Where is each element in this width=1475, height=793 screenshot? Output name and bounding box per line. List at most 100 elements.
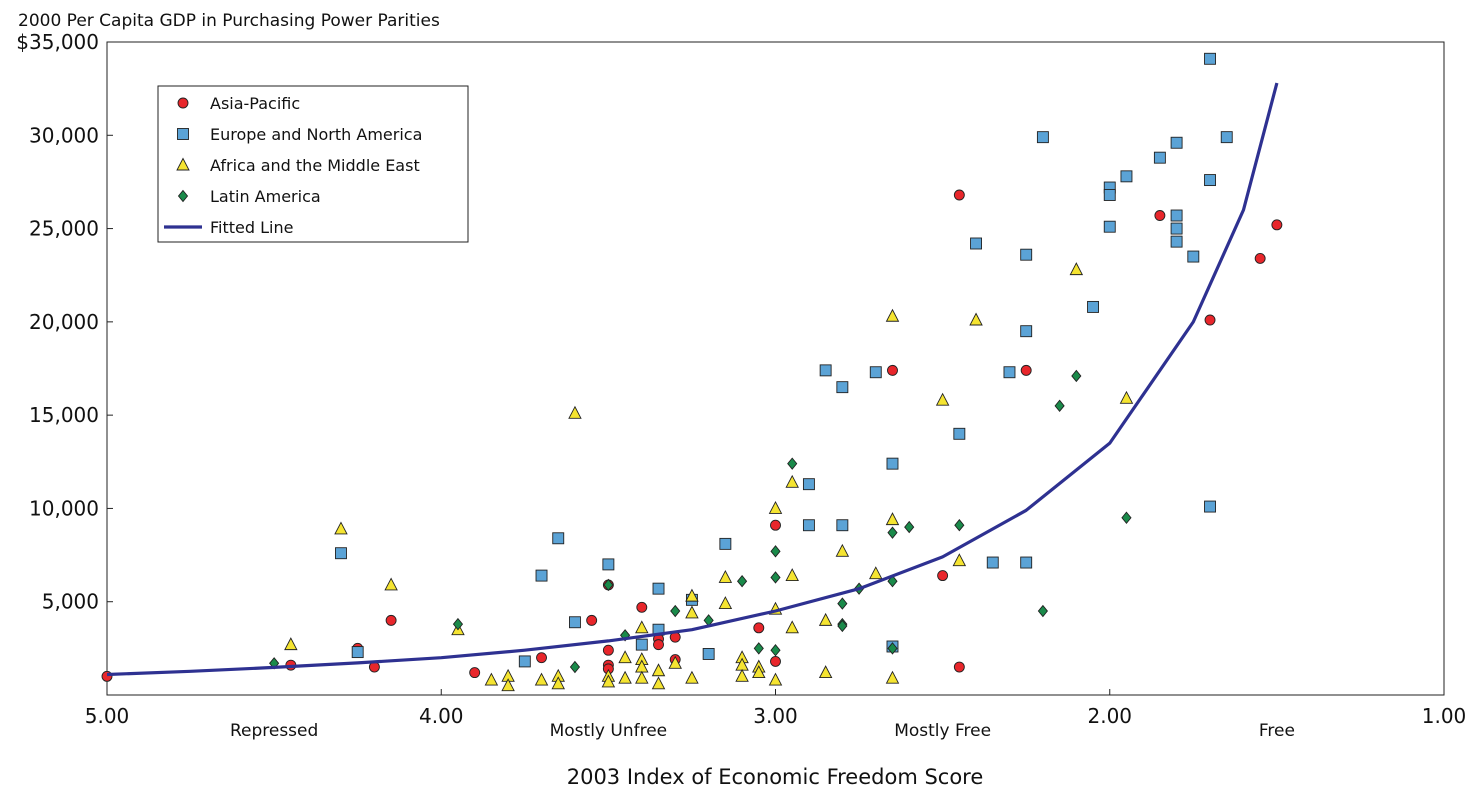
africa-and-the-middle-east-point bbox=[601, 674, 616, 688]
x-tick-label: 1.00 bbox=[1422, 704, 1467, 728]
asia-pacific-point bbox=[385, 614, 397, 626]
legend-asia-pacific-swatch bbox=[177, 97, 189, 109]
y-tick-label: 20,000 bbox=[29, 310, 99, 334]
europe-and-north-america-point bbox=[1003, 366, 1016, 379]
latin-america-point bbox=[837, 619, 848, 633]
africa-and-the-middle-east-point bbox=[568, 405, 582, 419]
y-tick-label: 5,000 bbox=[42, 590, 99, 614]
freedom-category-labels: Repressed Mostly Unfree Mostly Free Free bbox=[230, 721, 1295, 741]
africa-and-the-middle-east-point bbox=[651, 663, 666, 677]
africa-and-the-middle-east-point bbox=[785, 474, 799, 488]
x-tick-label: 3.00 bbox=[753, 704, 798, 728]
africa-and-the-middle-east-point bbox=[534, 672, 549, 686]
europe-and-north-america-point bbox=[1170, 136, 1183, 149]
africa-and-the-middle-east-point bbox=[935, 392, 950, 406]
africa-and-the-middle-east-point bbox=[768, 500, 783, 514]
asia-pacific-point bbox=[953, 661, 965, 673]
y-tick-label: 30,000 bbox=[29, 123, 99, 147]
africa-and-the-middle-east-point bbox=[785, 568, 799, 582]
africa-and-the-middle-east-point bbox=[685, 588, 699, 602]
legend-box bbox=[157, 85, 469, 243]
africa-and-the-middle-east-point bbox=[735, 668, 749, 682]
africa-and-the-middle-east-point bbox=[685, 670, 699, 684]
africa-and-the-middle-east-point bbox=[869, 566, 883, 580]
europe-and-north-america-point bbox=[1204, 500, 1216, 513]
africa-and-the-middle-east-point bbox=[885, 670, 900, 684]
latin-america-point bbox=[887, 526, 898, 539]
x-axis: 5.00 4.00 3.00 2.00 1.00 bbox=[85, 689, 1467, 728]
africa-and-the-middle-east-point bbox=[334, 521, 348, 535]
europe-and-north-america-point bbox=[802, 519, 815, 532]
latin-america-point bbox=[736, 574, 748, 588]
europe-and-north-america-point bbox=[1170, 209, 1183, 222]
europe-and-north-america-point bbox=[1103, 189, 1116, 201]
africa-and-the-middle-east-point bbox=[718, 569, 733, 583]
latin-america-point bbox=[770, 644, 781, 657]
europe-and-north-america-point bbox=[702, 648, 715, 660]
africa-and-the-middle-east-point bbox=[768, 672, 783, 686]
fitted-line-path bbox=[106, 82, 1279, 677]
legend-europe-and-north-america-swatch bbox=[177, 128, 189, 140]
x-tick-label: 2.00 bbox=[1087, 704, 1132, 728]
africa-and-the-middle-east-point bbox=[284, 637, 298, 651]
europe-and-north-america-point bbox=[869, 366, 882, 379]
africa-and-the-middle-east-point bbox=[501, 678, 515, 692]
y-tick-label: 15,000 bbox=[29, 403, 99, 427]
africa-and-the-middle-east-point bbox=[635, 670, 649, 684]
asia-pacific-point bbox=[653, 639, 664, 651]
europe-and-north-america-point bbox=[1170, 222, 1183, 235]
latin-america-point bbox=[837, 597, 848, 610]
asia-pacific-point bbox=[536, 652, 547, 664]
latin-america-point bbox=[1037, 604, 1048, 618]
europe-and-north-america-point bbox=[986, 556, 999, 569]
africa-and-the-middle-east-point bbox=[885, 308, 900, 322]
europe-and-north-america-point bbox=[351, 646, 364, 659]
africa-and-the-middle-east-point bbox=[635, 620, 649, 634]
europe-and-north-america-point bbox=[886, 457, 899, 470]
latin-america-point bbox=[452, 617, 464, 631]
europe-and-north-america-point bbox=[1020, 325, 1033, 338]
latin-america-point bbox=[603, 578, 614, 592]
europe-and-north-america-point bbox=[802, 478, 815, 491]
asia-pacific-point bbox=[1254, 252, 1266, 264]
europe-and-north-america-point bbox=[518, 655, 531, 668]
africa-and-the-middle-east-point bbox=[885, 512, 900, 526]
europe-and-north-america-point bbox=[1204, 52, 1216, 65]
europe-and-north-america-point bbox=[836, 519, 849, 532]
asia-pacific-point bbox=[887, 364, 898, 376]
category-label: Repressed bbox=[230, 721, 318, 741]
x-axis-label: 2003 Index of Economic Freedom Score bbox=[567, 765, 984, 789]
europe-and-north-america-point bbox=[335, 547, 347, 560]
asia-pacific-point bbox=[602, 644, 614, 656]
latin-america-point bbox=[1071, 369, 1082, 383]
legend-latin-america-swatch bbox=[177, 189, 189, 203]
africa-and-the-middle-east-point bbox=[785, 620, 799, 634]
europe-and-north-america-point bbox=[836, 381, 849, 394]
category-label: Free bbox=[1259, 721, 1295, 741]
latin-america-point bbox=[904, 520, 915, 534]
latin-america-point bbox=[1121, 511, 1132, 524]
europe-and-north-america-point bbox=[1020, 556, 1033, 569]
asia-pacific-point bbox=[636, 601, 648, 613]
europe-and-north-america-point bbox=[1036, 131, 1049, 144]
legend-africa-and-the-middle-east-label: Africa and the Middle East bbox=[210, 156, 420, 175]
latin-america-point bbox=[787, 457, 798, 470]
asia-pacific-point bbox=[953, 189, 965, 201]
fitted-line bbox=[106, 82, 1279, 677]
africa-and-the-middle-east-point bbox=[551, 676, 565, 690]
latin-america-point bbox=[569, 660, 581, 674]
europe-and-north-america-point bbox=[953, 427, 966, 440]
africa-and-the-middle-east-point bbox=[952, 553, 967, 567]
africa-and-the-middle-east-point bbox=[685, 605, 699, 619]
africa-and-the-middle-east-point bbox=[835, 543, 850, 557]
europe-and-north-america-point bbox=[1220, 131, 1233, 144]
europe-and-north-america-point bbox=[719, 537, 732, 550]
data-points bbox=[101, 52, 1283, 692]
x-tick-label: 5.00 bbox=[85, 704, 130, 728]
africa-and-the-middle-east-point bbox=[618, 650, 632, 664]
asia-pacific-point bbox=[1271, 219, 1283, 231]
legend-africa-and-the-middle-east-swatch bbox=[176, 157, 190, 171]
europe-and-north-america-point bbox=[819, 364, 832, 377]
chart-title: 2000 Per Capita GDP in Purchasing Power … bbox=[18, 11, 440, 31]
